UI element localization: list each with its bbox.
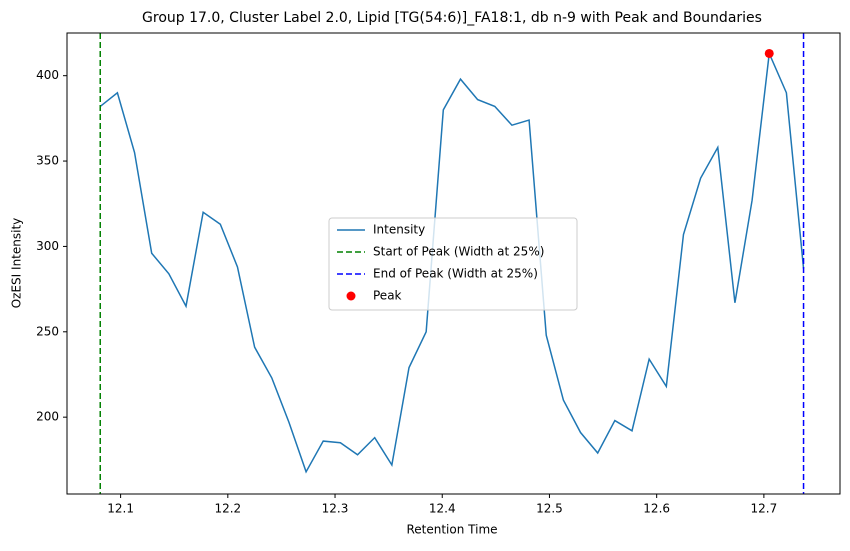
y-axis-label: OzESI Intensity <box>10 218 24 309</box>
legend-label: Peak <box>373 289 402 303</box>
x-tick-label: 12.1 <box>107 502 134 516</box>
legend-label: Start of Peak (Width at 25%) <box>373 245 544 259</box>
x-tick-label: 12.5 <box>536 502 563 516</box>
legend-label: End of Peak (Width at 25%) <box>373 267 538 281</box>
chart-title: Group 17.0, Cluster Label 2.0, Lipid [TG… <box>142 10 762 26</box>
line <box>99 50 805 474</box>
y-tick-label: 200 <box>36 410 59 424</box>
plot-frame <box>66 32 841 495</box>
legend-box <box>328 217 578 311</box>
peak-marker <box>764 48 774 58</box>
y-tick-label: 400 <box>36 68 59 82</box>
legend-label: Intensity <box>373 223 425 237</box>
legend-marker <box>346 291 356 301</box>
y-tick-label: 300 <box>36 239 59 253</box>
x-tick-label: 12.3 <box>322 502 349 516</box>
x-tick-label: 12.2 <box>214 502 241 516</box>
y-tick-label: 350 <box>36 154 59 168</box>
x-tick-label: 12.7 <box>751 502 778 516</box>
y-tick-label: 250 <box>36 324 59 338</box>
x-tick-label: 12.4 <box>429 502 456 516</box>
x-tick-label: 12.6 <box>643 502 670 516</box>
x-axis-label: Retention Time <box>406 523 497 537</box>
